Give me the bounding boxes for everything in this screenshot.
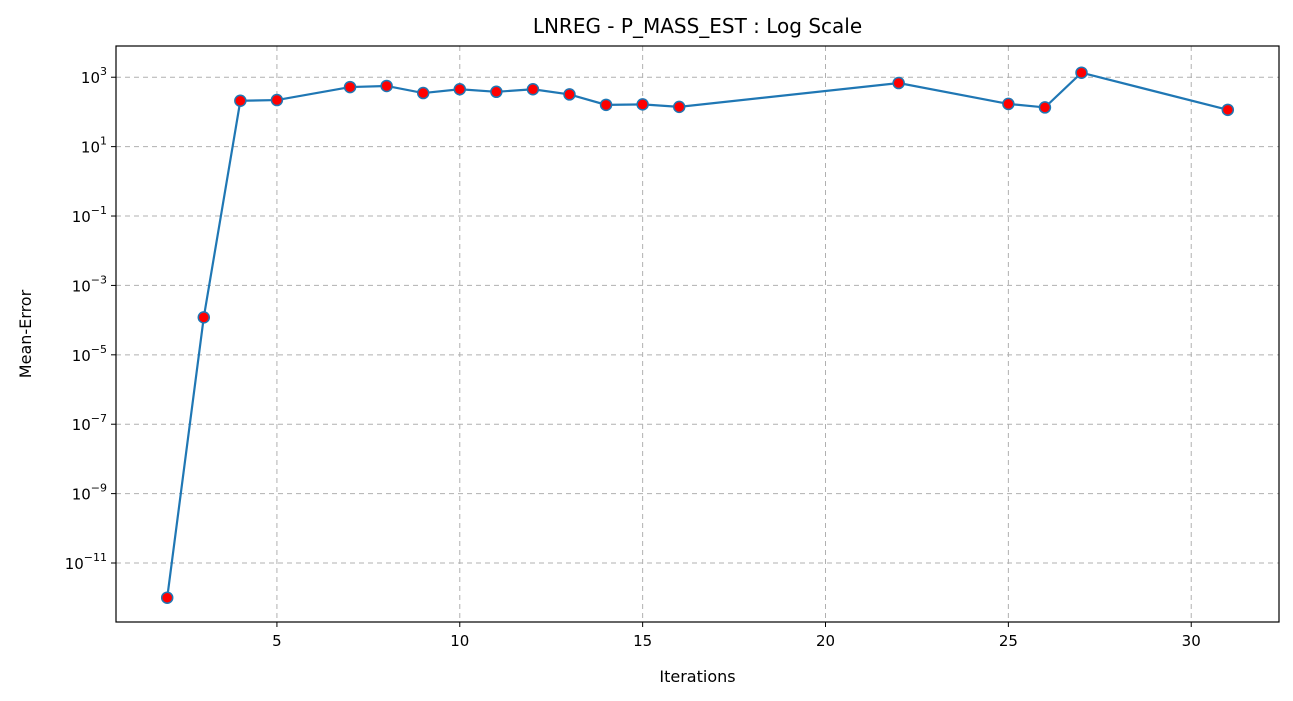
data-point bbox=[599, 98, 613, 112]
y-tick-label: 10−11 bbox=[65, 551, 107, 573]
data-point bbox=[672, 100, 686, 114]
y-tick-label: 10−9 bbox=[72, 482, 107, 504]
x-tick-label: 25 bbox=[999, 632, 1018, 650]
plot-frame bbox=[115, 45, 1280, 623]
data-point bbox=[160, 591, 174, 604]
y-tick-label: 101 bbox=[81, 135, 107, 157]
data-point bbox=[270, 93, 284, 107]
data-point bbox=[1038, 101, 1052, 114]
data-point bbox=[1075, 66, 1088, 79]
y-tick-label: 103 bbox=[81, 65, 107, 87]
y-axis: 10−11 10−9 10−7 10−5 10−3 10−1 101 103 bbox=[65, 65, 116, 573]
grid bbox=[116, 46, 1279, 622]
x-tick-label: 20 bbox=[816, 632, 835, 650]
x-tick-label: 5 bbox=[272, 632, 282, 650]
x-tick-label: 10 bbox=[450, 632, 469, 650]
data-point bbox=[453, 83, 467, 96]
data-point bbox=[636, 98, 649, 111]
x-tick-label: 15 bbox=[633, 632, 652, 650]
data-point bbox=[234, 94, 247, 107]
data-point bbox=[380, 79, 393, 93]
y-tick-label: 10−5 bbox=[72, 343, 107, 365]
x-axis-label: Iterations bbox=[659, 667, 735, 686]
data-point bbox=[1221, 103, 1235, 117]
data-point bbox=[197, 311, 211, 324]
data-point bbox=[892, 76, 905, 90]
series-layer bbox=[160, 66, 1235, 604]
y-tick-label: 10−1 bbox=[72, 204, 107, 226]
data-point bbox=[416, 86, 430, 100]
data-point bbox=[490, 85, 503, 99]
y-tick-label: 10−7 bbox=[72, 412, 107, 434]
y-tick-label: 10−3 bbox=[72, 273, 107, 295]
data-point bbox=[563, 88, 576, 101]
series-line bbox=[166, 71, 1229, 598]
x-axis: 5 10 15 20 25 30 bbox=[272, 622, 1201, 650]
y-axis-label: Mean-Error bbox=[16, 289, 35, 378]
data-point bbox=[526, 83, 540, 96]
data-point bbox=[343, 80, 357, 94]
data-point bbox=[1002, 97, 1015, 111]
x-tick-label: 30 bbox=[1182, 632, 1201, 650]
chart-title: LNREG - P_MASS_EST : Log Scale bbox=[533, 14, 862, 38]
